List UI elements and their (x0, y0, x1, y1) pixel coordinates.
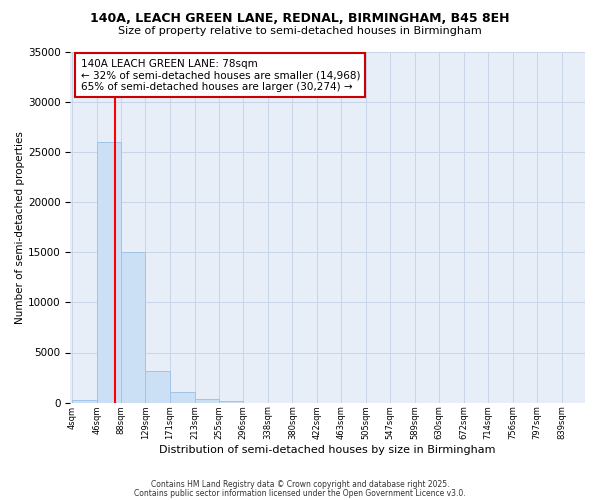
Text: Size of property relative to semi-detached houses in Birmingham: Size of property relative to semi-detach… (118, 26, 482, 36)
Text: Contains HM Land Registry data © Crown copyright and database right 2025.: Contains HM Land Registry data © Crown c… (151, 480, 449, 489)
Bar (121, 252, 145, 402)
Text: Contains public sector information licensed under the Open Government Licence v3: Contains public sector information licen… (134, 488, 466, 498)
Bar (145, 370, 170, 402)
Bar (219, 400, 243, 402)
Y-axis label: Number of semi-detached properties: Number of semi-detached properties (15, 130, 25, 324)
X-axis label: Distribution of semi-detached houses by size in Birmingham: Distribution of semi-detached houses by … (160, 445, 496, 455)
Bar (97, 142, 121, 403)
Text: 140A, LEACH GREEN LANE, REDNAL, BIRMINGHAM, B45 8EH: 140A, LEACH GREEN LANE, REDNAL, BIRMINGH… (90, 12, 510, 26)
Bar (170, 392, 194, 402)
Text: 140A LEACH GREEN LANE: 78sqm
← 32% of semi-detached houses are smaller (14,968)
: 140A LEACH GREEN LANE: 78sqm ← 32% of se… (80, 58, 360, 92)
Bar (72, 400, 97, 402)
Bar (194, 398, 219, 402)
